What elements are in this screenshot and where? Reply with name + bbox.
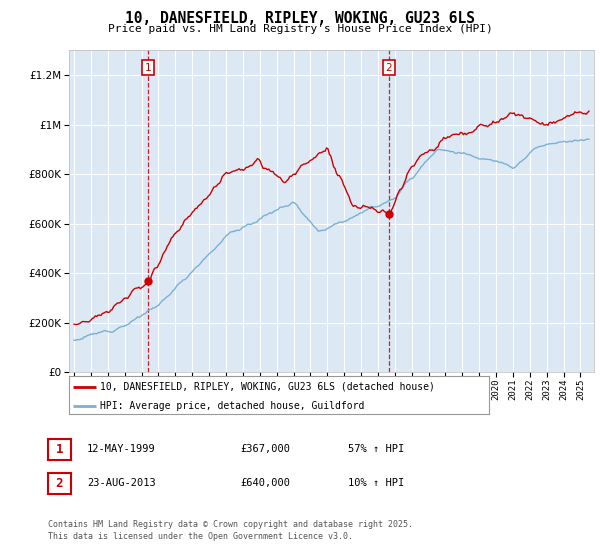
Text: 23-AUG-2013: 23-AUG-2013 [87,478,156,488]
Text: 1: 1 [56,443,63,456]
Text: HPI: Average price, detached house, Guildford: HPI: Average price, detached house, Guil… [101,401,365,411]
Text: 57% ↑ HPI: 57% ↑ HPI [348,444,404,454]
Text: 10, DANESFIELD, RIPLEY, WOKING, GU23 6LS (detached house): 10, DANESFIELD, RIPLEY, WOKING, GU23 6LS… [101,382,436,392]
Text: 10% ↑ HPI: 10% ↑ HPI [348,478,404,488]
Text: 2: 2 [386,63,392,73]
Text: 10, DANESFIELD, RIPLEY, WOKING, GU23 6LS: 10, DANESFIELD, RIPLEY, WOKING, GU23 6LS [125,11,475,26]
Text: 12-MAY-1999: 12-MAY-1999 [87,444,156,454]
Text: £367,000: £367,000 [240,444,290,454]
Text: This data is licensed under the Open Government Licence v3.0.: This data is licensed under the Open Gov… [48,532,353,541]
Text: Price paid vs. HM Land Registry's House Price Index (HPI): Price paid vs. HM Land Registry's House … [107,24,493,34]
Text: 1: 1 [145,63,151,73]
Text: Contains HM Land Registry data © Crown copyright and database right 2025.: Contains HM Land Registry data © Crown c… [48,520,413,529]
Text: £640,000: £640,000 [240,478,290,488]
Text: 2: 2 [56,477,63,490]
